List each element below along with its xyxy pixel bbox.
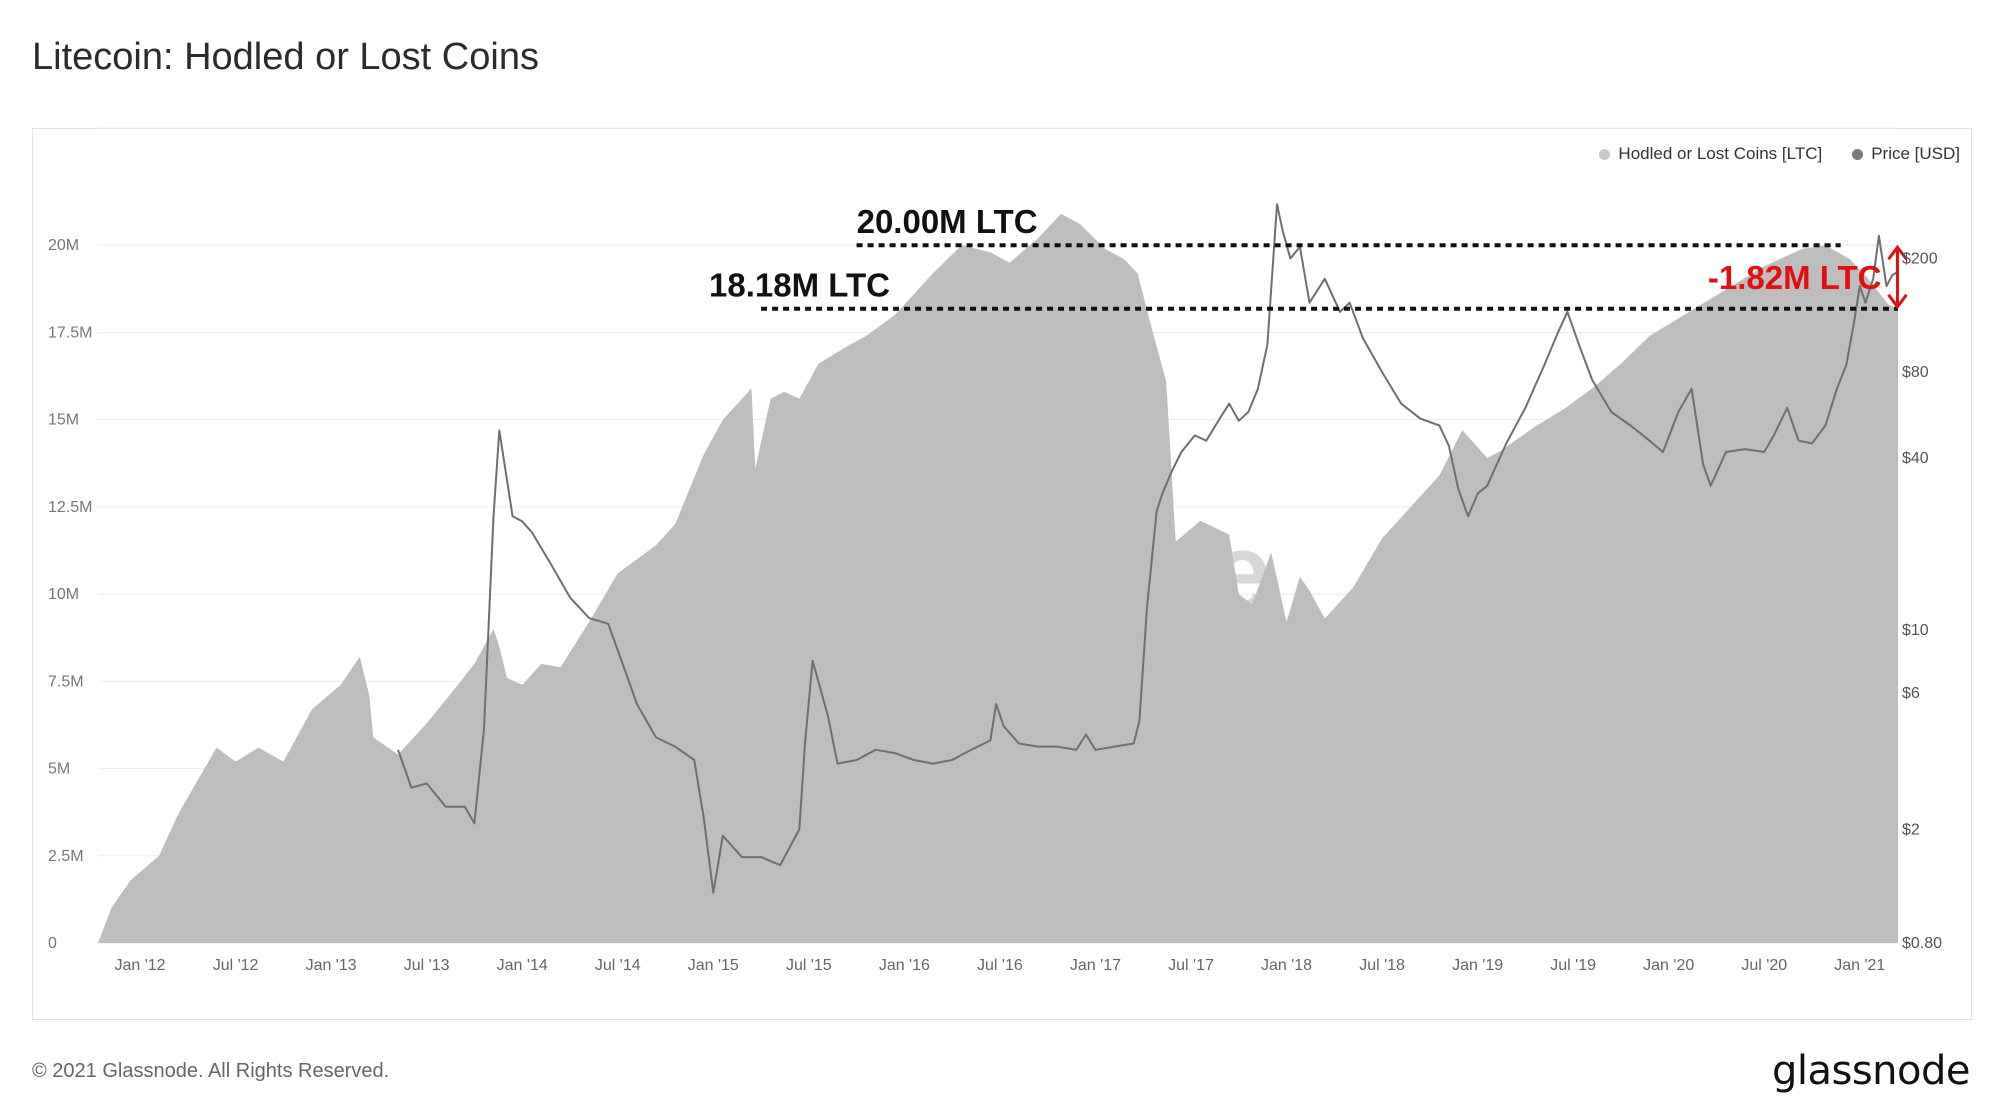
hodled-area bbox=[98, 213, 1898, 944]
y-axis-right: $0.80 $2 $6 $10 $40 $80 $200 bbox=[1902, 251, 1942, 952]
price-series bbox=[397, 203, 1899, 894]
page-title: Litecoin: Hodled or Lost Coins bbox=[32, 36, 539, 78]
diff-arrow-head-down bbox=[1887, 293, 1908, 310]
x-tick-label: Jul '14 bbox=[595, 957, 641, 974]
legend-dot-price-icon bbox=[1852, 148, 1864, 160]
x-tick-label: Jul '12 bbox=[213, 957, 259, 974]
x-tick-label: Jul '16 bbox=[977, 957, 1023, 974]
legend-label-price: Price [USD] bbox=[1871, 144, 1960, 163]
x-tick-label: Jul '18 bbox=[1359, 957, 1405, 974]
x-tick-label: Jan '18 bbox=[1261, 957, 1312, 974]
copyright: © 2021 Glassnode. All Rights Reserved. bbox=[32, 1060, 390, 1082]
legend-label-hodled: Hodled or Lost Coins [LTC] bbox=[1618, 144, 1823, 163]
y-right-tick-label: $2 bbox=[1902, 821, 1920, 838]
y-left-tick-label: 12.5M bbox=[48, 499, 92, 516]
legend-item-hodled[interactable]: Hodled or Lost Coins [LTC] bbox=[1599, 144, 1822, 164]
y-right-tick-label: $40 bbox=[1902, 450, 1929, 467]
x-tick-label: Jan '21 bbox=[1834, 957, 1885, 974]
x-tick-label: Jul '13 bbox=[404, 957, 450, 974]
brand-logo: glassnode bbox=[1771, 1048, 1971, 1094]
x-tick-label: Jul '20 bbox=[1741, 957, 1787, 974]
x-tick-label: Jul '19 bbox=[1550, 957, 1596, 974]
label-18m: 18.18M LTC bbox=[709, 267, 890, 304]
label-20m: 20.00M LTC bbox=[857, 203, 1038, 240]
label-diff: -1.82M LTC bbox=[1708, 259, 1882, 296]
y-left-tick-label: 7.5M bbox=[48, 673, 84, 690]
x-tick-label: Jan '15 bbox=[688, 957, 739, 974]
legend: Hodled or Lost Coins [LTC] Price [USD] bbox=[1599, 144, 1960, 164]
y-right-tick-label: $200 bbox=[1902, 251, 1938, 268]
y-right-tick-label: $6 bbox=[1902, 685, 1920, 702]
x-tick-label: Jan '20 bbox=[1643, 957, 1694, 974]
y-right-tick-label: $0.80 bbox=[1902, 935, 1942, 952]
x-tick-label: Jul '17 bbox=[1168, 957, 1214, 974]
y-left-tick-label: 20M bbox=[48, 237, 79, 254]
y-left-tick-label: 0 bbox=[48, 935, 57, 952]
price-line bbox=[397, 203, 1899, 894]
x-tick-label: Jan '19 bbox=[1452, 957, 1503, 974]
x-tick-label: Jul '15 bbox=[786, 957, 832, 974]
y-left-tick-label: 15M bbox=[48, 412, 79, 429]
x-axis: Jan '12 Jul '12 Jan '13 Jul '13 Jan '14 Jul '… bbox=[114, 957, 1885, 974]
legend-dot-hodled-icon bbox=[1599, 148, 1611, 160]
x-tick-label: Jan '17 bbox=[1070, 957, 1121, 974]
annotations: 20.00M LTC 18.18M LTC -1.82M LTC bbox=[709, 203, 1908, 311]
area-series bbox=[97, 158, 1898, 944]
x-tick-label: Jan '13 bbox=[306, 957, 357, 974]
x-tick-label: Jan '12 bbox=[114, 957, 165, 974]
legend-item-price[interactable]: Price [USD] bbox=[1852, 144, 1960, 164]
y-right-tick-label: $10 bbox=[1902, 622, 1929, 639]
diff-arrow-head-up bbox=[1887, 244, 1908, 261]
y-axis-left: 0 2.5M 5M 7.5M 10M 12.5M 15M 17.5M 20M bbox=[48, 237, 92, 952]
x-tick-label: Jan '14 bbox=[497, 957, 548, 974]
y-left-tick-label: 5M bbox=[48, 761, 70, 778]
y-right-tick-label: $80 bbox=[1902, 364, 1929, 381]
y-left-tick-label: 17.5M bbox=[48, 324, 92, 341]
y-left-tick-label: 10M bbox=[48, 586, 79, 603]
x-tick-label: Jan '16 bbox=[879, 957, 930, 974]
y-left-tick-label: 2.5M bbox=[48, 848, 84, 865]
